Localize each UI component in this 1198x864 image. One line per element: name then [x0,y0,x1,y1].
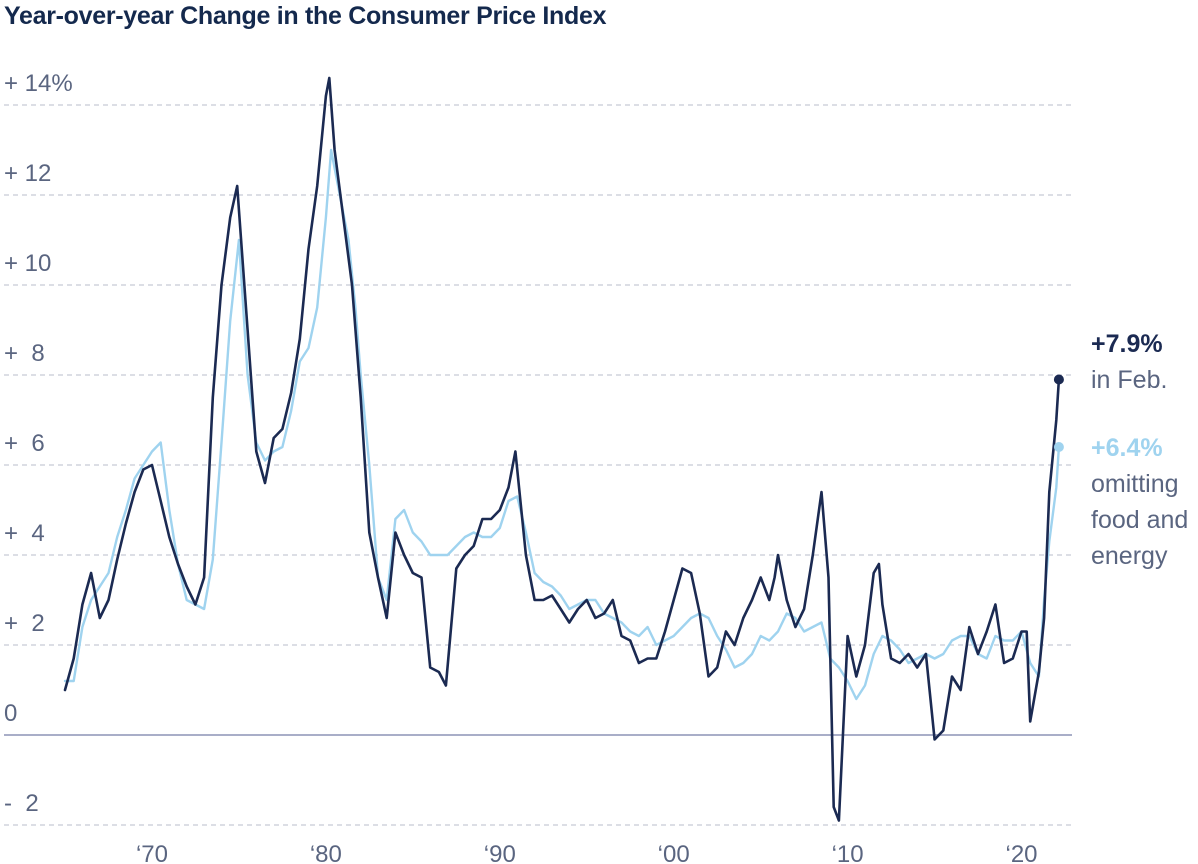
y-tick-label: + 10 [4,250,51,277]
x-tick-label: ‘80 [310,841,342,864]
cpi-latest-value: +7.9% [1091,330,1163,358]
y-tick-label: + 8 [4,340,45,367]
core-cpi-latest-note: omitting food and energy [1091,470,1189,570]
core-cpi-latest-point [1053,442,1064,452]
y-tick-label: + 12 [4,160,51,187]
x-tick-label: ‘70 [136,841,168,864]
gridlines [4,104,1072,826]
y-tick-label: + 4 [4,520,45,547]
cpi-latest-point [1053,374,1064,385]
x-tick-label: ‘90 [484,841,516,864]
x-tick-label: ‘20 [1006,841,1038,864]
series-lines [63,76,1061,822]
x-tick-label: ‘10 [832,841,864,864]
y-tick-label: - 2 [4,790,39,817]
end-markers [1053,374,1064,452]
core-cpi-callout: +6.4% omitting food and energy [1091,430,1198,574]
core-cpi-series-line [63,148,1061,701]
y-tick-label: + 14% [4,70,73,97]
y-axis-labels: + 14% + 12 + 10 + 8 + 6 + 4 + 2 0 - 2 [4,70,73,817]
cpi-latest-note: in Feb. [1091,366,1168,394]
cpi-callout: +7.9% in Feb. [1091,326,1167,398]
x-axis-labels: ‘70 ‘80 ‘90 ‘00 ‘10 ‘20 [136,841,1038,864]
y-tick-label: 0 [4,700,17,727]
core-cpi-latest-value: +6.4% [1091,434,1163,462]
y-tick-label: + 6 [4,430,45,457]
cpi-series-line [63,76,1061,822]
y-tick-label: + 2 [4,610,45,637]
x-tick-label: ‘00 [658,841,690,864]
chart-title: Year-over-year Change in the Consumer Pr… [4,2,607,30]
